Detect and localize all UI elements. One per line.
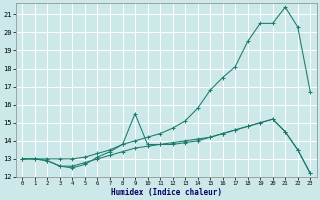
X-axis label: Humidex (Indice chaleur): Humidex (Indice chaleur) <box>111 188 222 197</box>
